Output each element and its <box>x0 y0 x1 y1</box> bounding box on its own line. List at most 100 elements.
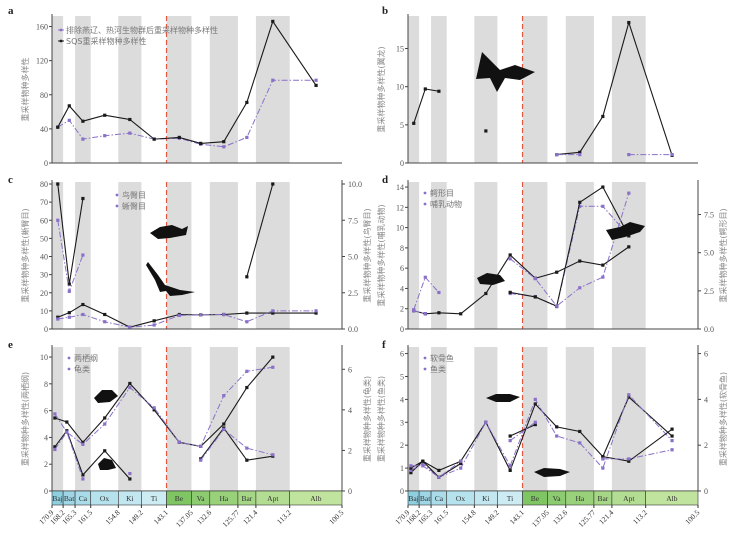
data-point <box>222 312 226 317</box>
age-tick-label: 121.4 <box>241 508 259 526</box>
y-tick-label-left: 8 <box>400 244 404 253</box>
series-line <box>509 424 536 437</box>
data-point <box>601 114 605 119</box>
data-point <box>271 453 275 457</box>
data-point <box>245 320 249 324</box>
data-point <box>484 420 488 424</box>
series-line <box>510 186 630 307</box>
data-point <box>555 434 559 438</box>
stage-shade-band <box>209 16 238 163</box>
legend-marker <box>423 191 427 195</box>
series-line <box>54 366 273 447</box>
y-tick-label-left: 15 <box>396 45 404 54</box>
data-point <box>601 204 605 208</box>
y-tick-label-left: 0 <box>400 325 404 334</box>
data-point <box>578 204 582 208</box>
data-point <box>409 471 413 475</box>
pterosaur-icon <box>476 52 535 92</box>
y-axis-label-right: 重采样物种多样性(鳄形目) <box>718 208 728 302</box>
stage-shade-band <box>255 16 290 163</box>
data-point <box>128 381 132 386</box>
data-point <box>53 445 57 449</box>
age-tick-label: 154.8 <box>103 508 121 526</box>
y-tick-label-right: 0 <box>704 487 708 496</box>
data-point <box>423 87 427 91</box>
data-point <box>271 311 275 315</box>
data-point <box>601 275 605 279</box>
data-point <box>103 312 107 317</box>
data-point <box>508 464 512 468</box>
y-axis-label-left: 重采样物种多样性(哺乳动物) <box>376 204 386 306</box>
y-axis-label-left: 重采样物种多样性 <box>20 58 30 122</box>
series-line <box>57 303 317 328</box>
stage-shade-band <box>522 347 548 491</box>
y-tick-label-left: 4 <box>400 284 404 293</box>
y-tick-label-right: 5.0 <box>704 249 714 258</box>
data-point <box>81 477 85 481</box>
y-tick-label-left: 20 <box>40 289 48 298</box>
panel-letter: c <box>8 174 13 186</box>
stage-label: Bar <box>597 494 608 503</box>
stage-label: Ti <box>151 494 157 503</box>
sauropod-icon <box>146 262 195 296</box>
y-tick-label-left: 10 <box>40 353 48 362</box>
stage-shade-band <box>166 347 192 491</box>
y-tick-label-right: 2 <box>704 441 708 450</box>
stage-shade-band <box>75 347 91 491</box>
data-point <box>103 134 107 138</box>
stage-shade-band <box>522 16 548 163</box>
data-point <box>103 320 107 324</box>
series-line <box>200 427 273 461</box>
y-tick-label-left: 120 <box>36 57 48 66</box>
data-point <box>409 468 413 472</box>
legend-marker <box>423 356 427 360</box>
y-tick-label-left: 4 <box>44 433 48 442</box>
data-point <box>53 412 57 416</box>
age-tick-label: 100.5 <box>327 508 345 526</box>
data-point <box>271 19 275 24</box>
data-point <box>459 461 463 466</box>
data-point <box>81 119 85 123</box>
panel-a: 0 40 80 120 160 重采样物种多样性 a 排除燕辽、热河生物群后重采样物种多样性S… <box>8 5 342 168</box>
y-axis-label-left: 重采样物种多样性(两栖纲) <box>20 372 30 466</box>
data-point <box>437 475 441 479</box>
data-point <box>627 153 631 157</box>
data-point <box>508 290 512 294</box>
series-line <box>246 183 274 277</box>
data-point <box>578 153 582 157</box>
y-axis-label-left: 重采样物种多样性(翼龙) <box>376 46 386 132</box>
data-point <box>128 471 132 476</box>
legend-marker <box>59 28 63 32</box>
data-point <box>199 141 203 145</box>
stage-label: Ti <box>507 494 513 503</box>
data-point <box>271 309 275 313</box>
data-point <box>423 275 427 279</box>
stage-shade-band <box>474 347 498 491</box>
series-line <box>413 276 440 310</box>
data-point <box>81 473 85 477</box>
data-point <box>314 311 318 315</box>
y-tick-label-left: 14 <box>396 183 404 192</box>
panel-c: 0 10 20 30 40 50 60 70 80 0.0 2.5 5.0 7.5 10.0 重采样物种多样… <box>8 174 372 334</box>
data-point <box>245 311 249 315</box>
legend-entry: 龟类 <box>74 364 90 374</box>
stage-label: Ox <box>100 494 109 503</box>
data-point <box>67 315 71 319</box>
data-point <box>627 459 631 463</box>
y-tick-label-right: 6 <box>704 350 708 359</box>
data-point <box>412 121 416 125</box>
stage-shade-band <box>611 16 646 163</box>
y-tick-label-right: 2 <box>348 446 352 455</box>
age-tick-label: 149.2 <box>483 508 501 526</box>
series-line <box>410 460 462 478</box>
stage-shade-band <box>118 182 142 329</box>
y-tick-label-left: 160 <box>36 23 48 32</box>
panel-letter: a <box>8 5 14 17</box>
stage-label: Ca <box>79 494 88 503</box>
data-point <box>245 446 249 450</box>
stage-label: Bat <box>64 494 75 503</box>
data-point <box>67 311 71 315</box>
data-point <box>533 397 537 401</box>
data-point <box>627 395 631 399</box>
